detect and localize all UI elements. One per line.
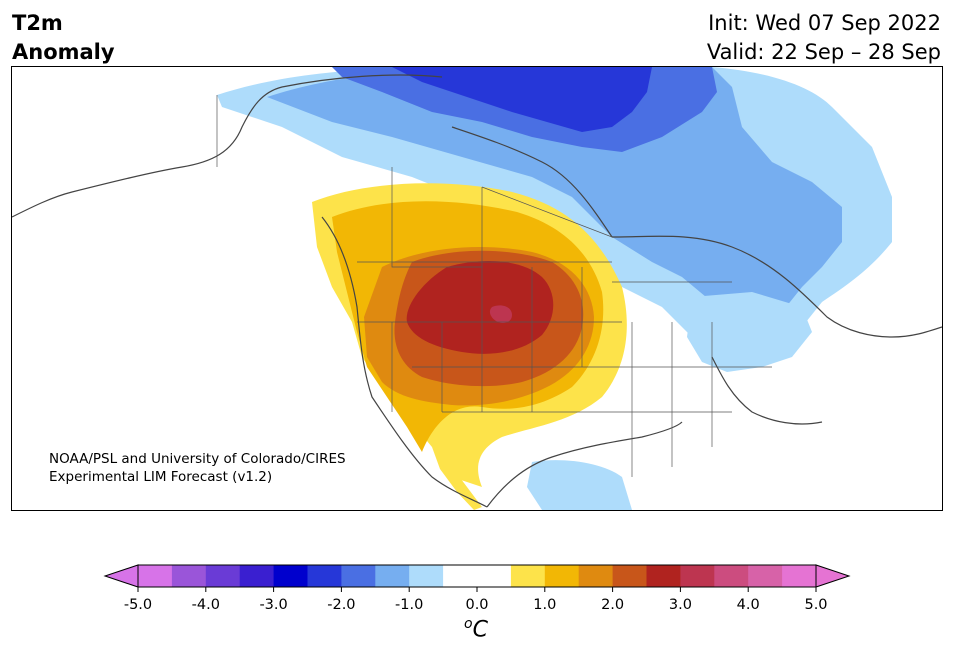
units-letter: C — [472, 617, 488, 643]
colorbar-tick-label: 0.0 — [465, 597, 489, 613]
colorbar-tick-label: 1.0 — [533, 597, 557, 613]
colorbar-units: oC — [464, 616, 488, 642]
colorbar-tick-label: 4.0 — [736, 597, 760, 613]
cold-anomaly-region-gulf — [527, 460, 632, 510]
colorbar-tick-label: -1.0 — [395, 597, 424, 613]
colorbar-cell — [714, 565, 749, 587]
cold-anomaly-region-core — [392, 67, 652, 132]
colorbar-tick-label: -3.0 — [259, 597, 288, 613]
colorbar-cell — [782, 565, 817, 587]
units-degree: o — [464, 616, 473, 632]
colorbar-tick-label: 5.0 — [804, 597, 828, 613]
init-date: Init: Wed 07 Sep 2022 — [708, 11, 941, 35]
warm-anomaly-baja — [432, 447, 482, 510]
colorbar-tick-label: -5.0 — [123, 597, 153, 613]
colorbar-cell — [646, 565, 681, 587]
colorbar-cell — [544, 565, 580, 587]
colorbar-cell — [138, 565, 173, 587]
colorbar-cell — [443, 565, 478, 587]
anomaly-map — [11, 66, 943, 511]
title-line-1: T2m — [12, 11, 63, 35]
colorbar-tick-label: -4.0 — [191, 597, 220, 613]
colorbar-under-arrow — [103, 564, 139, 588]
colorbar-tick-label: 2.0 — [601, 597, 625, 613]
colorbar-cell — [578, 565, 614, 587]
map-svg — [12, 67, 942, 510]
map-title: T2m Anomaly — [12, 9, 115, 67]
valid-period: Valid: 22 Sep – 28 Sep — [706, 40, 941, 64]
colorbar-cell — [171, 565, 207, 587]
warm-anomaly-pos5 — [406, 261, 554, 354]
state-borders — [216, 95, 772, 477]
warm-anomaly-pos6 — [489, 305, 512, 323]
colorbar-ticks — [137, 587, 817, 592]
colorbar-cell — [409, 565, 444, 587]
colorbar-cell — [748, 565, 783, 587]
cold-anomaly-region-northeast — [267, 67, 842, 317]
data-credit: NOAA/PSL and University of Colorado/CIRE… — [49, 450, 346, 486]
cold-anomaly-region-southeast — [687, 292, 812, 372]
colorbar-over-arrow — [815, 564, 851, 588]
colorbar-cells — [138, 565, 817, 587]
credit-line-1: NOAA/PSL and University of Colorado/CIRE… — [49, 451, 346, 467]
colorbar-cell — [680, 565, 715, 587]
colorbar-cell — [612, 565, 647, 587]
credit-line-2: Experimental LIM Forecast (v1.2) — [49, 469, 273, 485]
title-line-2: Anomaly — [12, 40, 115, 64]
colorbar-cell — [307, 565, 342, 587]
colorbar — [103, 564, 851, 592]
colorbar-cell — [273, 565, 308, 587]
coastlines — [12, 74, 942, 508]
colorbar-cell — [239, 565, 275, 587]
colorbar-tick-label: -2.0 — [327, 597, 356, 613]
colorbar-cell — [341, 565, 376, 587]
colorbar-cell — [375, 565, 410, 587]
colorbar-cell — [205, 565, 241, 587]
forecast-dates: Init: Wed 07 Sep 2022 Valid: 22 Sep – 28… — [707, 9, 941, 67]
colorbar-cell — [477, 565, 512, 587]
colorbar-tick-label: 3.0 — [668, 597, 692, 613]
colorbar-cell — [510, 565, 546, 587]
